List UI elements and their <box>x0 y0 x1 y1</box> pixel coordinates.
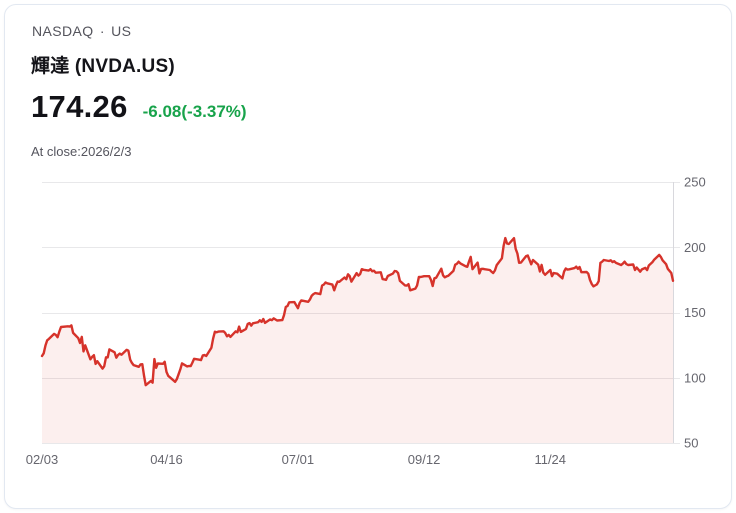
y-axis-label: 100 <box>684 370 706 385</box>
y-axis-label: 50 <box>684 436 698 451</box>
price-row: 174.26 -6.08(-3.37%) <box>31 89 247 125</box>
y-axis-label: 200 <box>684 240 706 255</box>
x-axis-label: 11/24 <box>534 452 566 467</box>
exchange-label: NASDAQ · US <box>32 23 132 39</box>
area-fill <box>42 238 673 443</box>
x-axis-label: 04/16 <box>150 452 183 467</box>
stock-title: 輝達 (NVDA.US) <box>31 56 175 77</box>
price-line <box>40 236 675 387</box>
x-axis-label: 09/12 <box>408 452 441 467</box>
price-change: -6.08(-3.37%) <box>142 102 247 121</box>
close-time-label: At close:2026/2/3 <box>31 144 132 159</box>
x-axis-label: 07/01 <box>282 452 315 467</box>
stock-quote-card: NASDAQ · US 輝達 (NVDA.US) 174.26 -6.08(-3… <box>4 4 732 509</box>
price-value: 174.26 <box>31 89 128 124</box>
y-axis-label: 250 <box>684 175 706 190</box>
x-axis-label: 02/03 <box>26 452 59 467</box>
y-axis-label: 150 <box>684 305 706 320</box>
